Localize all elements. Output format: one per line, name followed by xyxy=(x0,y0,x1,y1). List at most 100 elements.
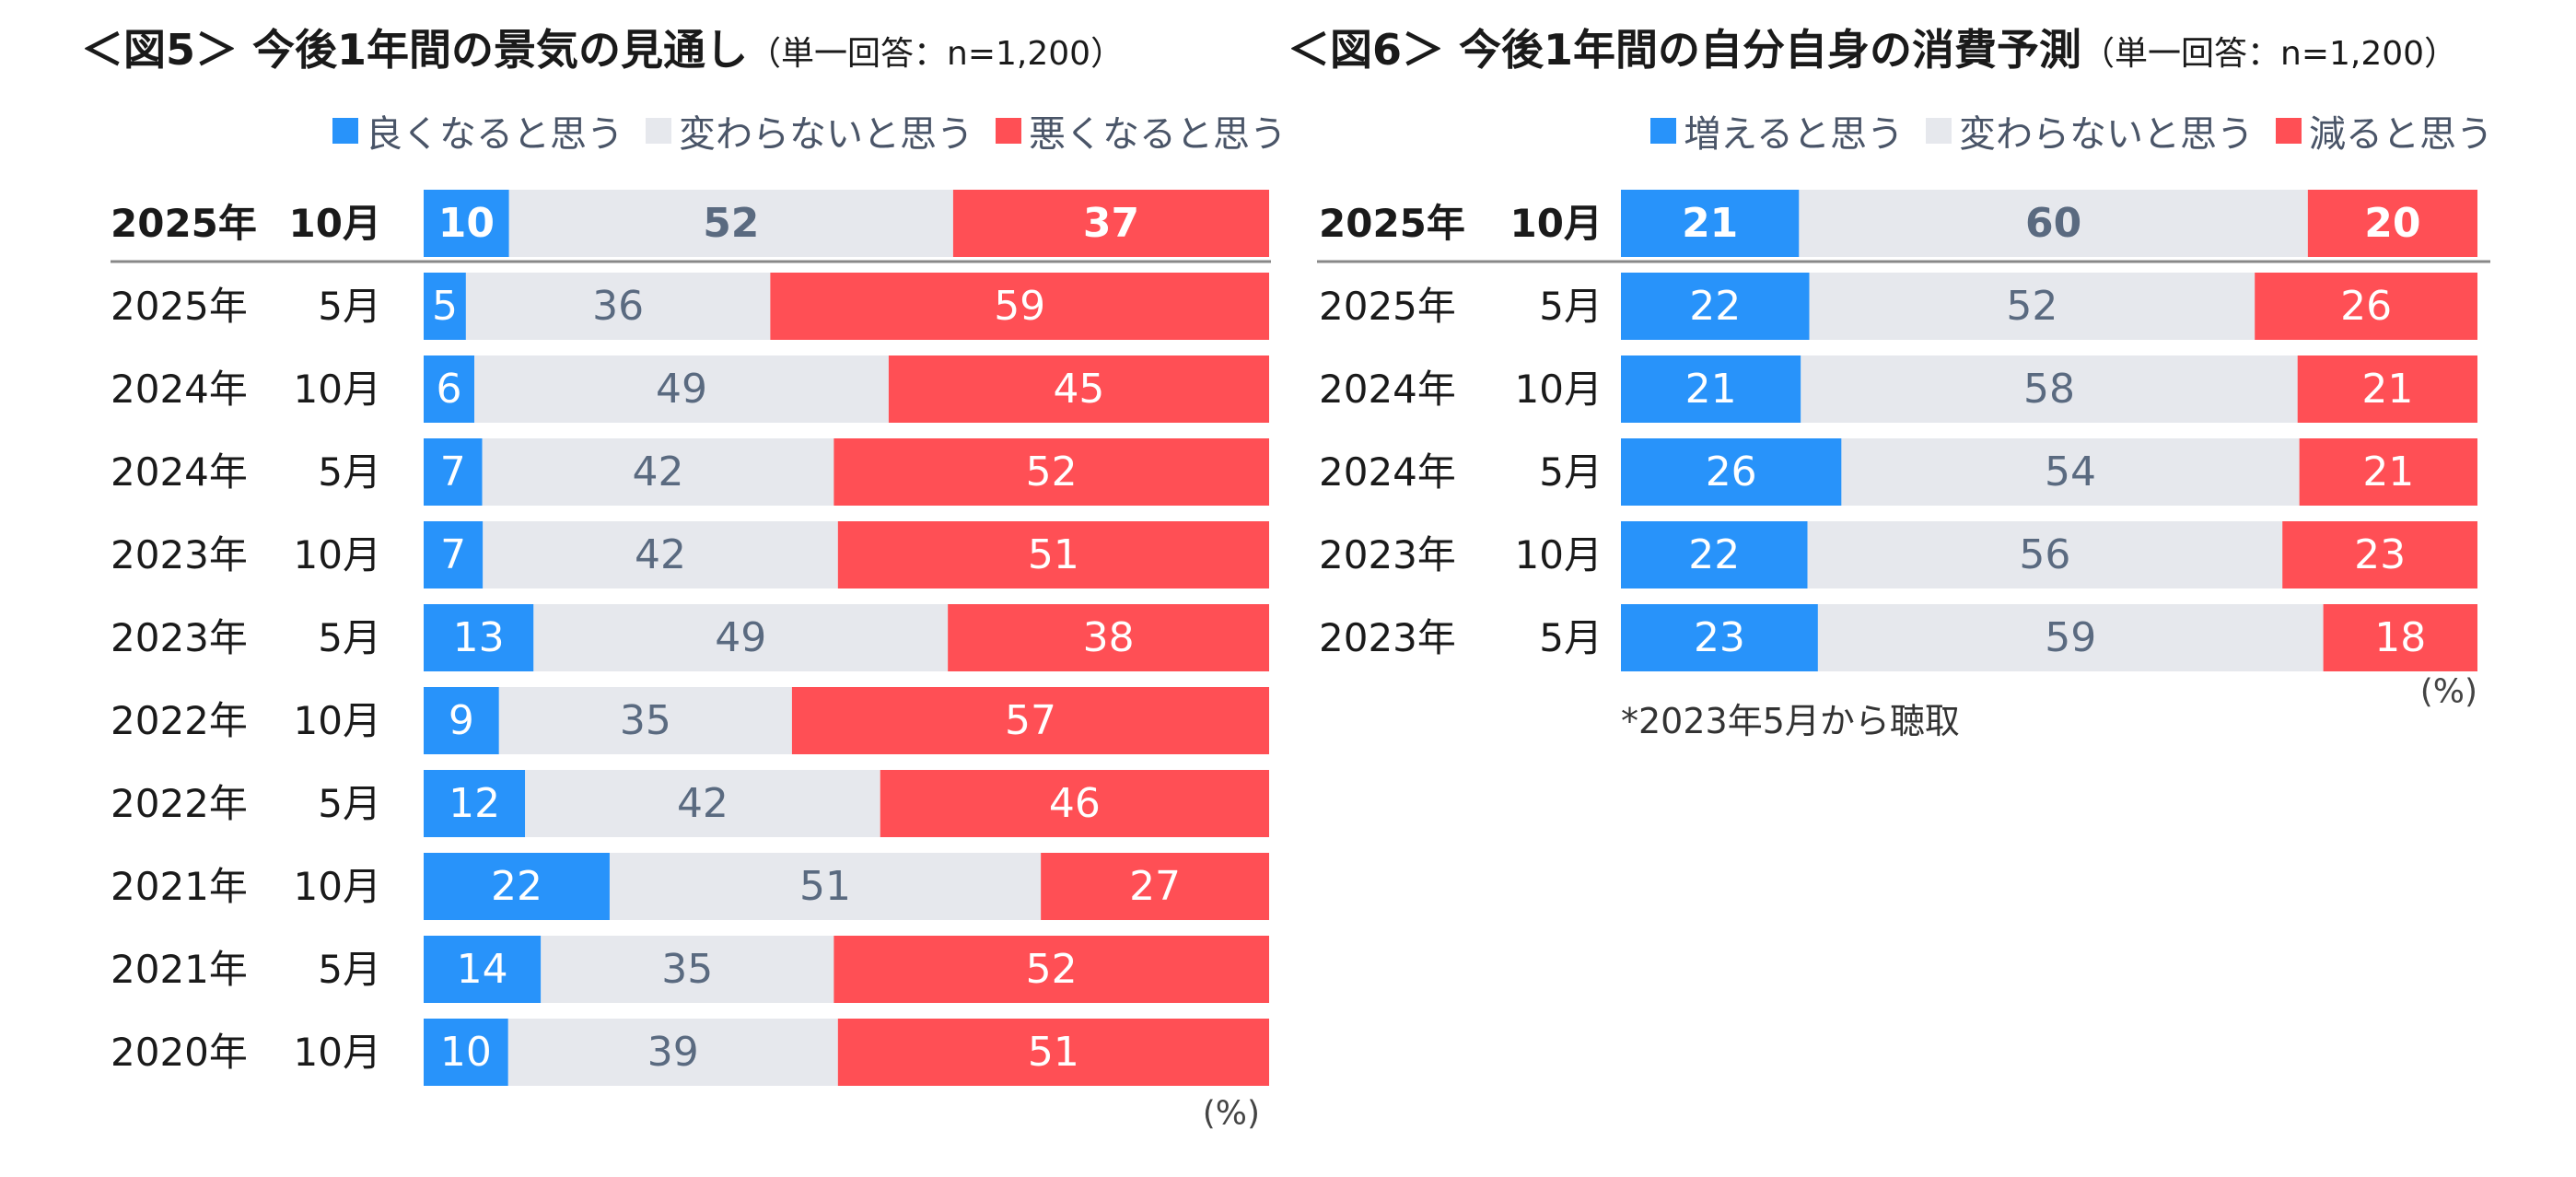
chart5-value-label: 46 xyxy=(1049,780,1101,827)
chart6-title: ＜図6＞ 今後1年間の自分自身の消費予測（単一回答：n=1,200） xyxy=(1288,17,2457,77)
chart5-title-text: ＜図5＞ 今後1年間の景気の見通し xyxy=(81,25,749,75)
chart6-bar-2 xyxy=(2299,438,2477,506)
chart5-bar-0 xyxy=(424,190,509,257)
chart5-bar-2 xyxy=(770,273,1269,340)
chart6-bar-0 xyxy=(1621,273,1810,340)
chart5-value-label: 6 xyxy=(437,366,462,413)
legend-item-improve: 良くなると思う xyxy=(332,104,624,157)
chart5-row-year: 2021年 xyxy=(111,947,248,992)
chart5-bar-0 xyxy=(424,438,483,506)
chart5-value-label: 49 xyxy=(656,366,707,413)
chart6-row-year: 2025年 xyxy=(1319,284,1456,329)
chart6-value-label: 52 xyxy=(2006,283,2057,330)
chart5-value-label: 42 xyxy=(632,449,683,495)
legend-label: 変わらないと思う xyxy=(1959,113,2254,156)
chart6-bar-2 xyxy=(2297,355,2477,423)
chart5-value-label: 42 xyxy=(635,531,686,578)
chart6-value-label: 22 xyxy=(1689,283,1741,330)
chart6-bar-2 xyxy=(2282,521,2477,588)
chart5-row-year: 2020年 xyxy=(111,1030,248,1075)
legend-item-increase: 増えると思う xyxy=(1650,104,1904,157)
chart6-row-month: 10月 xyxy=(1515,367,1603,412)
chart5-value-label: 10 xyxy=(440,1029,492,1076)
chart6-value-label: 22 xyxy=(1688,531,1740,578)
chart6-bar-0 xyxy=(1621,604,1818,671)
chart5-row-month: 5月 xyxy=(318,781,381,826)
chart6-bar-1 xyxy=(1809,273,2255,340)
chart6-footnote: *2023年5月から聴取 xyxy=(1621,701,1960,741)
legend-swatch-blue xyxy=(1650,118,1677,144)
chart5-bar-2 xyxy=(888,355,1269,423)
chart5-row-month: 5月 xyxy=(318,947,381,992)
legend-label: 増えると思う xyxy=(1684,113,1904,156)
chart5-bar-1 xyxy=(525,770,880,837)
chart6-bar-2 xyxy=(2323,604,2477,671)
chart5-row-year: 2024年 xyxy=(111,449,248,495)
chart5-value-label: 42 xyxy=(677,780,729,827)
chart5-value-label: 51 xyxy=(799,863,851,910)
chart5-row-year: 2023年 xyxy=(111,532,248,577)
chart6-value-label: 20 xyxy=(2364,200,2420,247)
legend-item-same: 変わらないと思う xyxy=(646,104,973,157)
chart5-value-label: 14 xyxy=(457,946,508,993)
chart6-bar-1 xyxy=(1801,355,2298,423)
chart5-value-label: 52 xyxy=(1026,449,1078,495)
chart5-bar-0 xyxy=(424,604,534,671)
chart5-row-year: 2021年 xyxy=(111,864,248,909)
chart6-row-year: 2023年 xyxy=(1319,615,1456,660)
chart5-value-label: 5 xyxy=(432,283,458,330)
chart6-row-year: 2024年 xyxy=(1319,449,1456,495)
chart5-row-year: 2022年 xyxy=(111,698,248,743)
chart5-value-label: 36 xyxy=(592,283,644,330)
chart5-bar-1 xyxy=(483,521,838,588)
legend-item-same: 変わらないと思う xyxy=(1926,104,2254,157)
chart6-bar-2 xyxy=(2307,190,2477,257)
chart6-row-month: 5月 xyxy=(1539,284,1603,329)
legend-swatch-red xyxy=(996,118,1021,144)
chart6-bar-2 xyxy=(2255,273,2477,340)
legend-swatch-gray xyxy=(646,118,671,144)
chart5-row-month: 5月 xyxy=(318,615,381,660)
chart5-bar-0 xyxy=(424,687,499,754)
chart5-row-month: 5月 xyxy=(318,284,381,329)
chart5-value-label: 52 xyxy=(703,200,759,247)
chart5-value-label: 52 xyxy=(1026,946,1078,993)
chart6-value-label: 54 xyxy=(2045,449,2096,495)
chart6-bar-1 xyxy=(1807,521,2283,588)
chart5-bar-0 xyxy=(424,273,466,340)
chart6-value-label: 58 xyxy=(2023,366,2075,413)
chart5-subtitle: （単一回答：n=1,200） xyxy=(748,35,1125,73)
chart5-value-label: 35 xyxy=(620,697,671,744)
chart5-value-label: 12 xyxy=(449,780,500,827)
legend-item-decrease: 減ると思う xyxy=(2276,104,2493,157)
chart5-bar-2 xyxy=(880,770,1269,837)
chart5-bar-2 xyxy=(948,604,1269,671)
chart5-value-label: 7 xyxy=(440,531,466,578)
chart5-row-month: 10月 xyxy=(294,367,381,412)
chart5-row-year: 2023年 xyxy=(111,615,248,660)
chart6-value-label: 26 xyxy=(2340,283,2392,330)
chart5-bar-0 xyxy=(424,355,475,423)
chart5-bar-1 xyxy=(541,936,834,1003)
chart5-row-month: 10月 xyxy=(294,532,381,577)
chart5-bar-1 xyxy=(482,438,834,506)
legend-label: 変わらないと思う xyxy=(679,113,973,156)
chart5-bar-2 xyxy=(1041,853,1269,920)
chart5-value-label: 51 xyxy=(1028,531,1079,578)
chart5-row-month: 10月 xyxy=(294,1030,381,1075)
chart5-value-label: 9 xyxy=(449,697,474,744)
chart5-bar-0 xyxy=(424,1019,508,1086)
chart6-legend: 増えると思う 変わらないと思う 減ると思う xyxy=(1650,103,2493,158)
chart5-value-label: 22 xyxy=(491,863,542,910)
chart5-bar-1 xyxy=(507,1019,838,1086)
chart5-row-month: 10月 xyxy=(294,864,381,909)
chart5-value-label: 51 xyxy=(1028,1029,1079,1076)
chart6-value-label: 60 xyxy=(2025,200,2081,247)
chart5-bar-2 xyxy=(833,438,1269,506)
chart5-value-label: 45 xyxy=(1053,366,1104,413)
legend-swatch-blue xyxy=(332,118,358,144)
chart6-row-year: 2025年 xyxy=(1319,201,1465,246)
chart5-value-label: 37 xyxy=(1083,200,1139,247)
chart6-bar-1 xyxy=(1817,604,2324,671)
chart6-bar-0 xyxy=(1621,438,1842,506)
